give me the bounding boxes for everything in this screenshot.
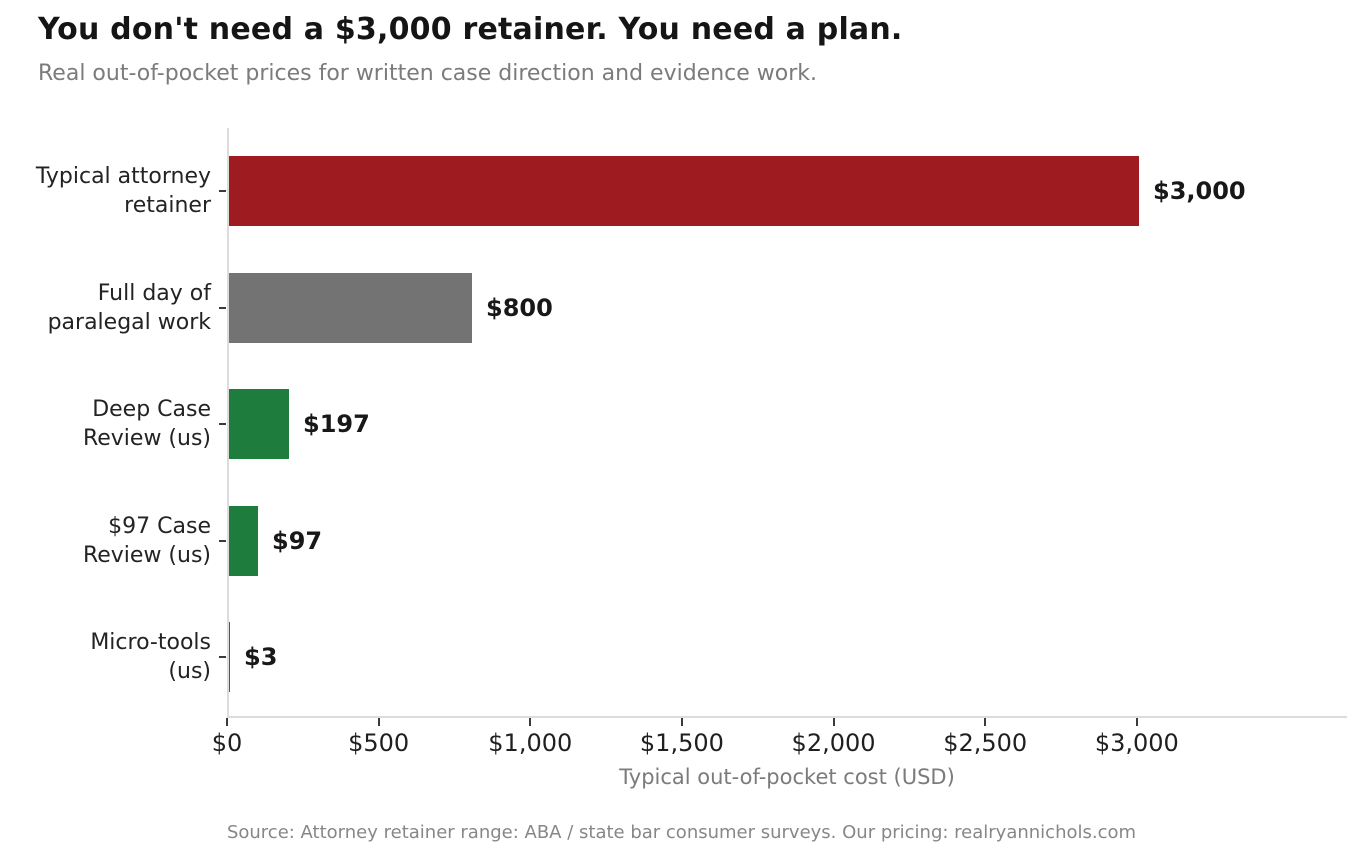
plot-area: $3,000 $800 $197 $97 $3 [227,128,1347,718]
bar [229,505,258,576]
y-axis-label: Typical attorney retainer [35,164,211,218]
y-axis-label: $97 Case Review (us) [82,513,211,568]
chart-title: You don't need a $3,000 retainer. You ne… [38,12,903,47]
x-tick [984,718,987,726]
x-axis-title: Typical out-of-pocket cost (USD) [619,765,955,789]
y-axis-label: Full day of paralegal work [47,280,211,335]
chart-subtitle: Real out-of-pocket prices for written ca… [38,61,818,86]
x-tick [529,718,532,726]
x-tick-label: $3,000 [1094,729,1179,757]
bar-value-label: $3,000 [1153,177,1246,205]
y-tick [219,423,226,425]
bar-value-label: $197 [303,410,370,438]
x-tick [377,718,380,726]
x-tick-label: $500 [348,729,410,757]
x-tick-label: $2,000 [791,729,876,757]
x-tick-label: $1,500 [639,729,724,757]
source-note: Source: Attorney retainer range: ABA / s… [226,822,1137,843]
bar [229,156,1139,226]
y-axis-label: Micro-tools (us) [90,630,211,684]
x-tick [1135,718,1138,726]
x-tick [680,718,683,726]
bar-value-label: $3 [244,643,278,671]
x-tick [226,718,228,726]
y-tick [219,306,226,309]
y-tick [219,656,226,658]
x-tick [832,718,835,726]
bar-value-label: $97 [272,526,323,555]
bar [229,389,289,459]
bar-value-label: $800 [486,293,553,322]
x-tick-label: $2,500 [943,729,1028,757]
bar [229,272,472,343]
x-tick-label: $0 [211,729,243,757]
y-tick [219,539,226,542]
x-tick-label: $1,000 [488,729,573,757]
y-axis-label: Deep Case Review (us) [82,397,211,451]
bar [229,622,230,692]
y-tick [219,190,226,192]
